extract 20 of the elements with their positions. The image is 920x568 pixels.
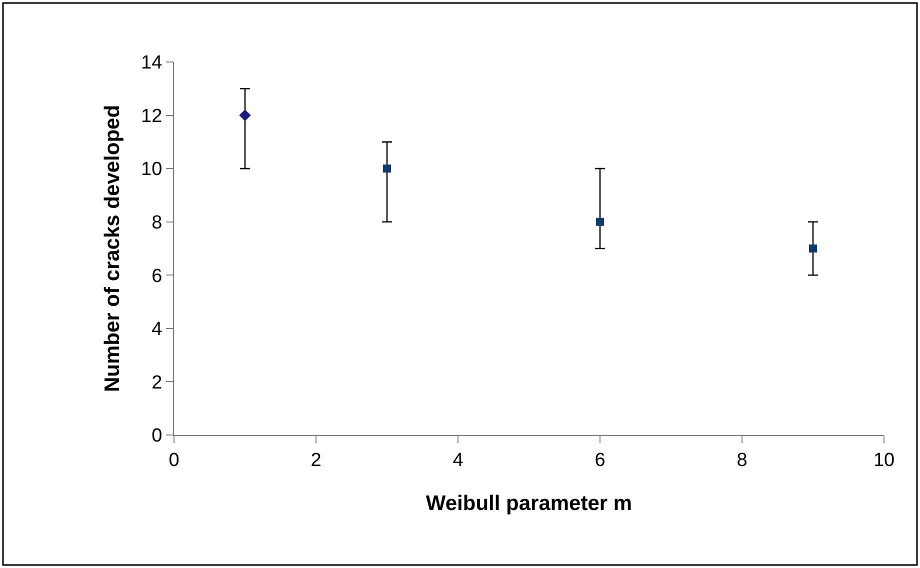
y-tick-label: 6 [152, 266, 162, 287]
x-tick-label: 4 [452, 450, 464, 471]
y-tick-label: 12 [141, 106, 162, 127]
y-tick-label: 8 [152, 212, 162, 234]
y-tick-label: 4 [152, 319, 163, 340]
x-tick-label: 10 [873, 450, 895, 471]
y-tick-label: 0 [152, 426, 162, 447]
y-tick-label: 14 [141, 52, 163, 74]
x-tick-label: 2 [310, 450, 322, 471]
y-tick-label: 10 [141, 159, 162, 180]
x-tick-label: 6 [594, 450, 606, 471]
y-axis-title: Number of cracks developed [101, 104, 124, 392]
x-tick-label: 8 [736, 450, 748, 471]
point [239, 109, 251, 122]
x-axis-title: Weibull parameter m [426, 492, 632, 515]
point [383, 164, 391, 173]
point [596, 218, 604, 226]
y-tick-label: 2 [152, 372, 162, 394]
x-tick-label: 0 [168, 450, 180, 471]
point [809, 244, 817, 252]
